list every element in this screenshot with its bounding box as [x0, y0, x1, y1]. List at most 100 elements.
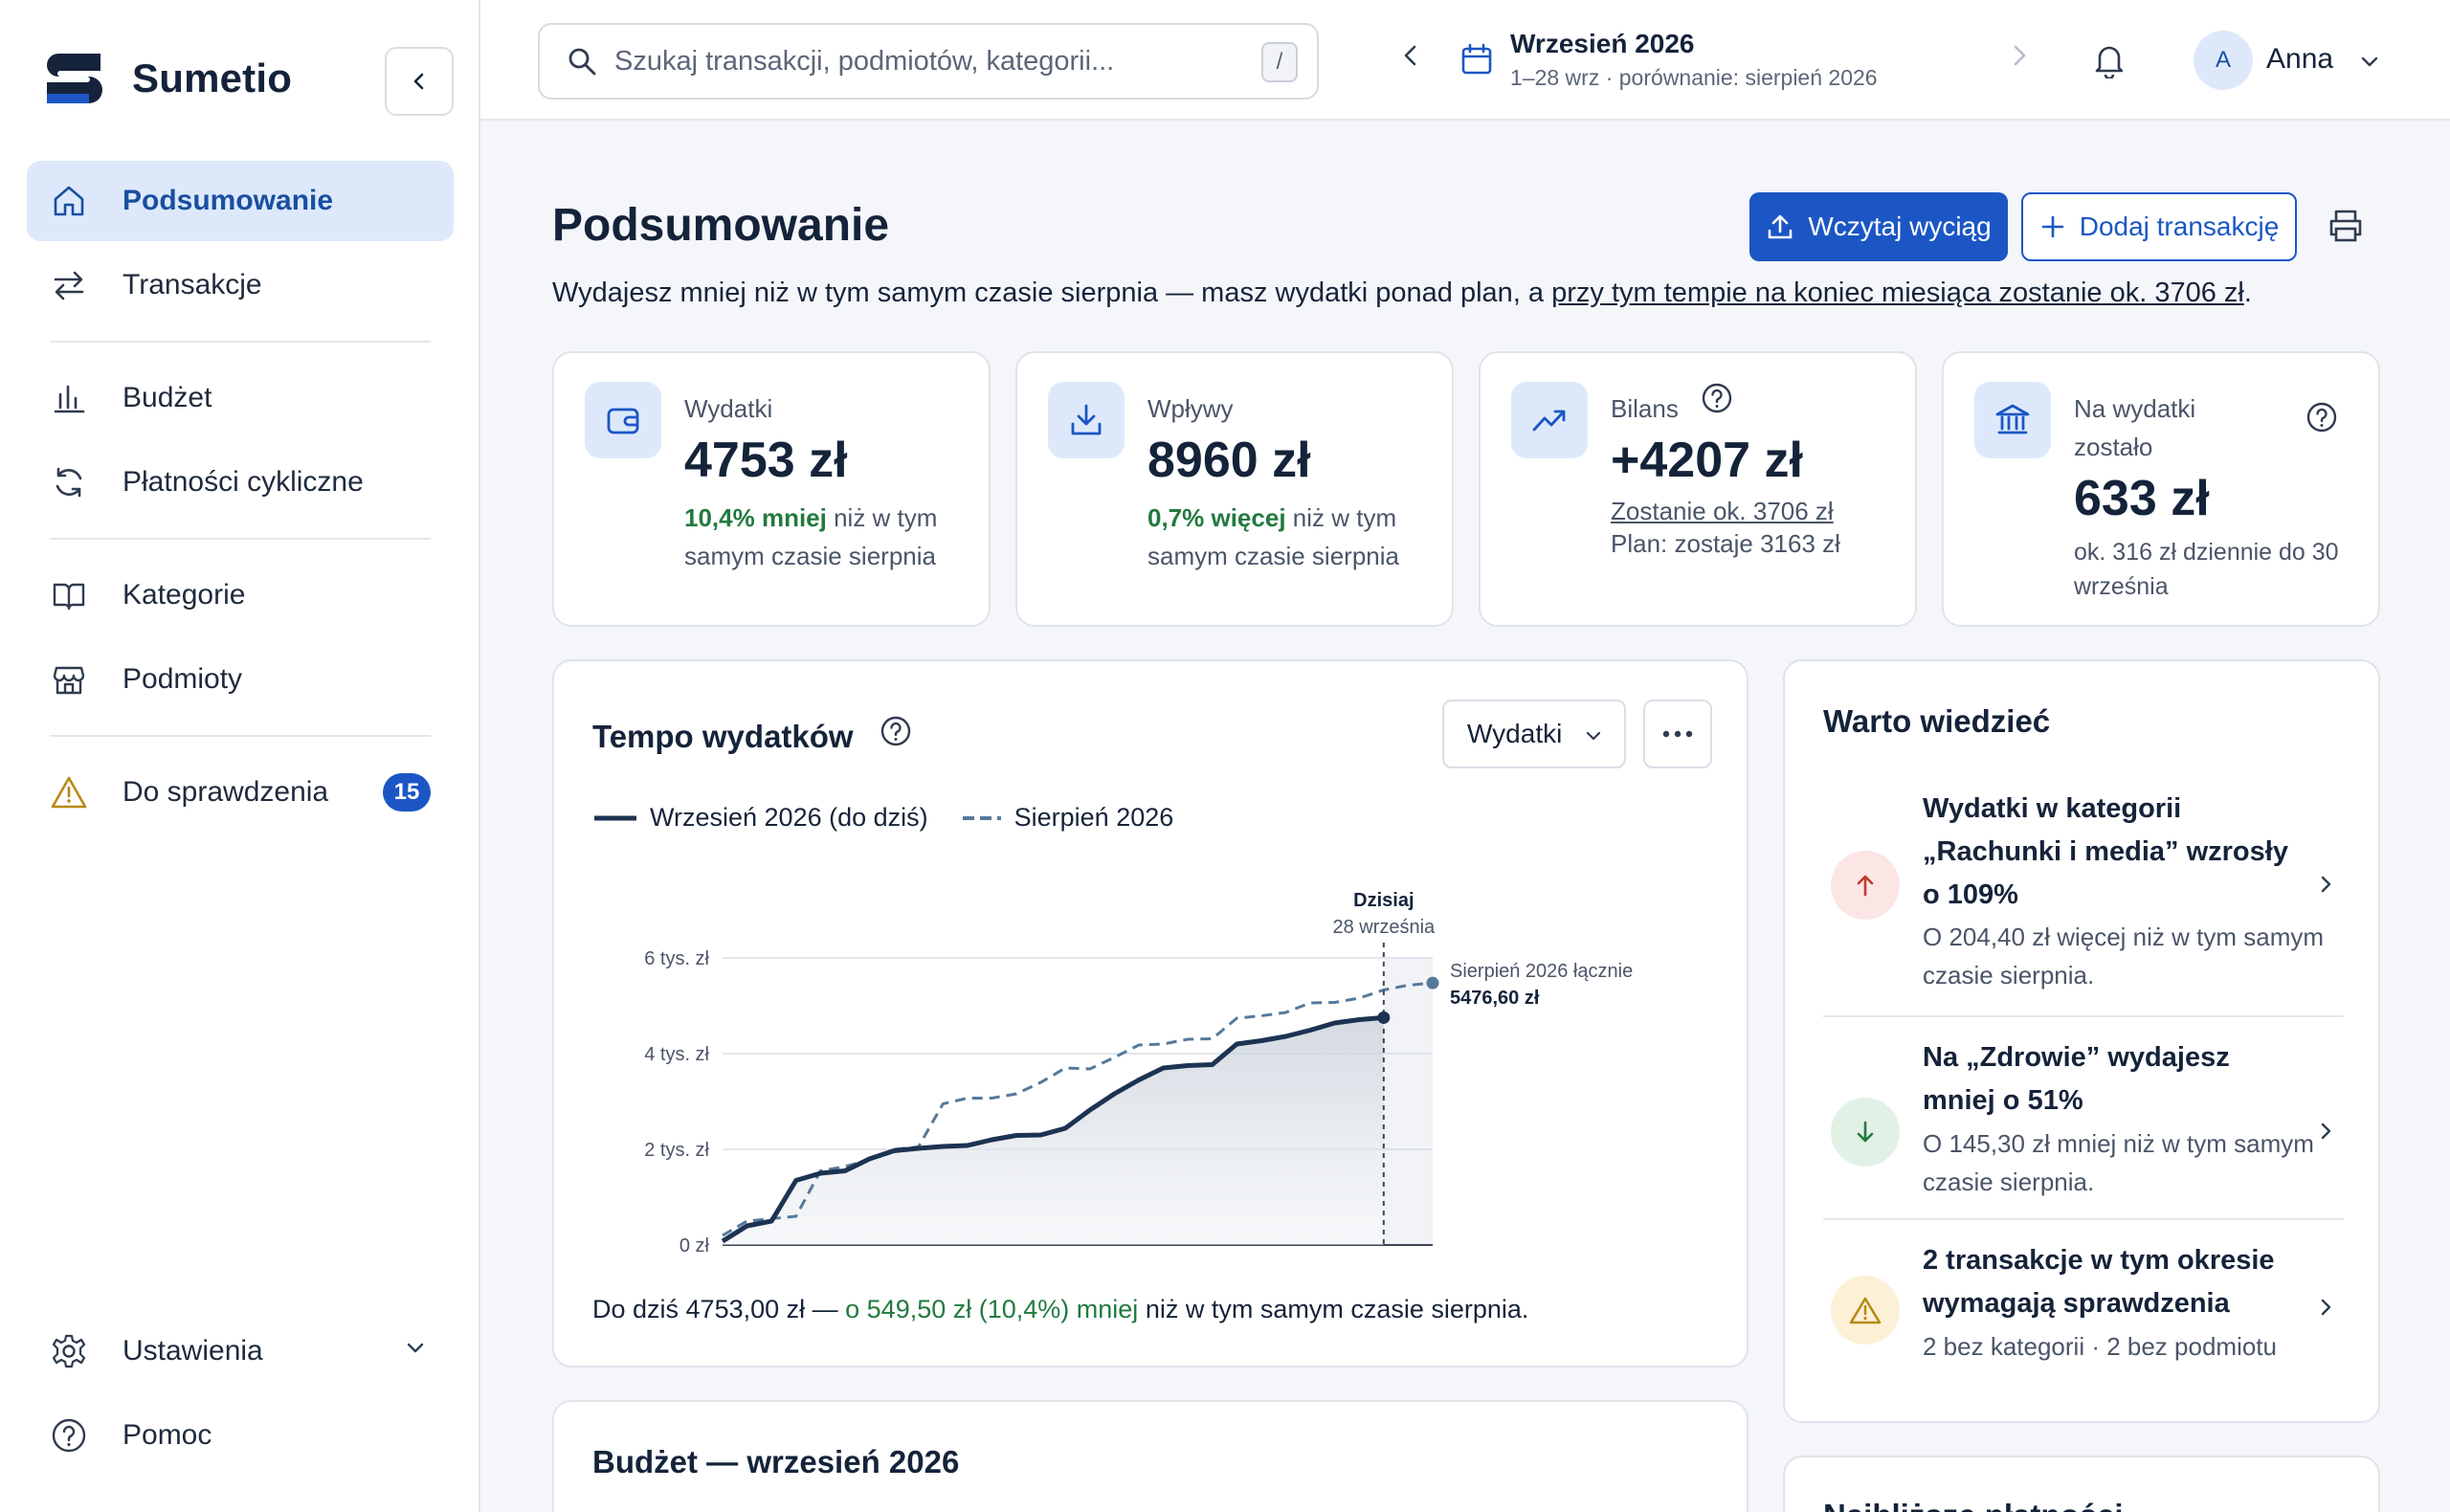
chart-title: Tempo wydatków — [592, 719, 854, 754]
summary-forecast-link[interactable]: przy tym tempie na koniec miesiąca zosta… — [1551, 278, 2244, 308]
sidebar-item-label: Budżet — [122, 382, 212, 413]
chevron-down-icon — [1586, 731, 1601, 741]
budget-title: Budżet — wrzesień 2026 — [592, 1444, 960, 1479]
sidebar-item-platnosci[interactable]: Płatności cykliczne — [27, 442, 454, 523]
download-icon — [1048, 382, 1125, 458]
sidebar-item-budzet[interactable]: Budżet — [27, 358, 454, 438]
kpi-note: 10,4% mniej niż w tym samym czasie sierp… — [684, 499, 971, 575]
insight-item[interactable]: 2 transakcje w tym okresie wymagają spra… — [1823, 1239, 2344, 1383]
chart-legend: Wrzesień 2026 (do dziś) Sierpień 2026 — [592, 803, 1173, 833]
more-options-button[interactable] — [1643, 700, 1712, 768]
kpi-value: 633 zł — [2074, 471, 2210, 526]
divider — [50, 341, 431, 343]
today-date: 28 września — [1332, 917, 1436, 938]
kpi-card-na-wydatki[interactable]: Na wydatki zostało 633 zł ok. 316 zł dzi… — [1942, 351, 2380, 627]
home-icon — [50, 182, 88, 220]
insight-description: 2 bez kategorii · 2 bez podmiotu — [1923, 1332, 2277, 1361]
more-icon — [1662, 730, 1693, 738]
kpi-change: 0,7% więcej — [1147, 503, 1286, 532]
spend-pace-chart[interactable]: 0 zł2 tys. zł4 tys. zł6 tys. zł151015202… — [554, 853, 1750, 1255]
chevron-right-icon — [2321, 876, 2331, 893]
summary-lead: Wydajesz mniej niż w tym samym czasie si… — [552, 278, 1552, 308]
upload-statement-label: Wczytaj wyciąg — [1808, 211, 1992, 241]
upcoming-payments-title: Najbliższe płatności — [1823, 1498, 2124, 1512]
insight-description: O 204,40 zł więcej niż w tym samym czasi… — [1923, 923, 2325, 989]
sidebar-item-label: Transakcje — [122, 269, 262, 300]
bell-icon[interactable] — [2092, 42, 2127, 78]
gear-icon — [50, 1332, 88, 1370]
sidebar-item-ustawienia[interactable]: Ustawienia — [27, 1311, 454, 1391]
prev-period-button[interactable] — [1397, 42, 1424, 69]
chevron-down-icon — [407, 1343, 424, 1353]
sidebar: Sumetio Podsumowanie Transakcje Budżet P… — [0, 0, 480, 1512]
wallet-icon — [585, 382, 661, 458]
kpi-note: ok. 316 zł dziennie do 30 września — [2074, 539, 2339, 600]
help-icon[interactable] — [1701, 382, 1733, 414]
store-icon — [50, 660, 88, 699]
help-icon[interactable] — [2305, 401, 2338, 434]
kpi-note: 0,7% więcej niż w tym samym czasie sierp… — [1147, 499, 1435, 575]
series-line-current — [721, 1014, 1385, 1244]
topbar: Szukaj transakcji, podmiotów, kategorii.… — [480, 0, 2450, 121]
help-circle-icon — [50, 1416, 88, 1455]
user-name[interactable]: Anna — [2266, 43, 2334, 75]
spend-pace-card: Tempo wydatków Wydatki Wrzesień 2026 (do… — [552, 659, 1748, 1367]
period-title[interactable]: Wrzesień 2026 — [1510, 29, 1695, 58]
next-period-button[interactable] — [2006, 42, 2033, 69]
chevron-down-icon[interactable] — [2358, 50, 2381, 73]
upload-statement-button[interactable]: Wczytaj wyciąg — [1749, 192, 2008, 261]
insight-item[interactable]: Na „Zdrowie” wydajesz mniej o 51% O 145,… — [1823, 1036, 2344, 1228]
collapse-sidebar-button[interactable] — [385, 47, 454, 116]
forecast-link[interactable]: Zostanie ok. 3706 zł — [1611, 497, 1834, 525]
chart-footer-diff: o 549,50 zł (10,4%) mniej — [845, 1295, 1139, 1323]
metric-select[interactable]: Wydatki — [1442, 700, 1626, 768]
kpi-change: 10,4% mniej — [684, 503, 827, 532]
sidebar-item-label: Podsumowanie — [122, 185, 334, 216]
arrow-down-icon — [1831, 1098, 1900, 1167]
refresh-icon — [50, 463, 88, 501]
help-icon[interactable] — [880, 715, 912, 747]
y-tick-label: 4 tys. zł — [644, 1044, 709, 1065]
upload-icon — [1769, 214, 1793, 239]
budget-card: Budżet — wrzesień 2026 — [552, 1400, 1748, 1512]
sidebar-item-podsumowanie[interactable]: Podsumowanie — [27, 161, 454, 241]
chart-footer: Do dziś 4753,00 zł — o 549,50 zł (10,4%)… — [592, 1295, 1528, 1324]
brand-name: Sumetio — [132, 56, 293, 100]
kpi-card-wplywy[interactable]: Wpływy 8960 zł 0,7% więcej niż w tym sam… — [1015, 351, 1454, 627]
sidebar-item-label: Ustawienia — [122, 1335, 263, 1367]
sidebar-item-podmioty[interactable]: Podmioty — [27, 639, 454, 720]
kpi-card-bilans[interactable]: Bilans +4207 zł Zostanie ok. 3706 zł Plan… — [1479, 351, 1917, 627]
summary-end: . — [2243, 278, 2252, 308]
insight-item[interactable]: Wydatki w kategorii „Rachunki i media” w… — [1823, 788, 2344, 998]
page-title: Podsumowanie — [552, 200, 890, 251]
sidebar-item-kategorie[interactable]: Kategorie — [27, 555, 454, 635]
kpi-value: +4207 zł — [1611, 433, 1803, 488]
swap-icon — [50, 266, 88, 304]
legend-label-current: Wrzesień 2026 (do dziś) — [650, 803, 928, 832]
sidebar-item-pomoc[interactable]: Pomoc — [27, 1395, 454, 1476]
brand[interactable]: Sumetio — [45, 50, 292, 107]
insights-title: Warto wiedzieć — [1823, 703, 2051, 739]
add-transaction-button[interactable]: Dodaj transakcję — [2021, 192, 2297, 261]
sidebar-item-label: Pomoc — [122, 1419, 212, 1451]
avatar[interactable]: A — [2194, 31, 2253, 90]
legend-swatch-previous — [962, 815, 1001, 820]
current-endpoint — [1377, 1011, 1391, 1024]
search-input[interactable]: Szukaj transakcji, podmiotów, kategorii.… — [538, 23, 1319, 100]
sidebar-item-label: Kategorie — [122, 579, 246, 611]
sidebar-item-do-sprawdzenia[interactable]: Do sprawdzenia 15 — [27, 752, 454, 833]
insights-card: Warto wiedzieć Wydatki w kategorii „Rach… — [1783, 659, 2380, 1423]
kpi-note-text: niż w tym samym czasie sierpnia — [1147, 503, 1399, 570]
kpi-card-wydatki[interactable]: Wydatki 4753 zł 10,4% mniej niż w tym sa… — [552, 351, 991, 627]
sidebar-item-label: Płatności cykliczne — [122, 466, 364, 498]
divider — [50, 538, 431, 540]
sidebar-item-label: Podmioty — [122, 663, 243, 695]
y-tick-label: 0 zł — [679, 1235, 710, 1255]
chart-footer-end: niż w tym samym czasie sierpnia. — [1138, 1295, 1529, 1323]
series-line-previous — [722, 981, 1434, 1237]
previous-endpoint — [1426, 976, 1439, 989]
sidebar-item-transakcje[interactable]: Transakcje — [27, 245, 454, 325]
kpi-value: 8960 zł — [1147, 433, 1311, 488]
print-icon[interactable] — [2328, 209, 2364, 243]
warning-icon — [50, 773, 88, 812]
